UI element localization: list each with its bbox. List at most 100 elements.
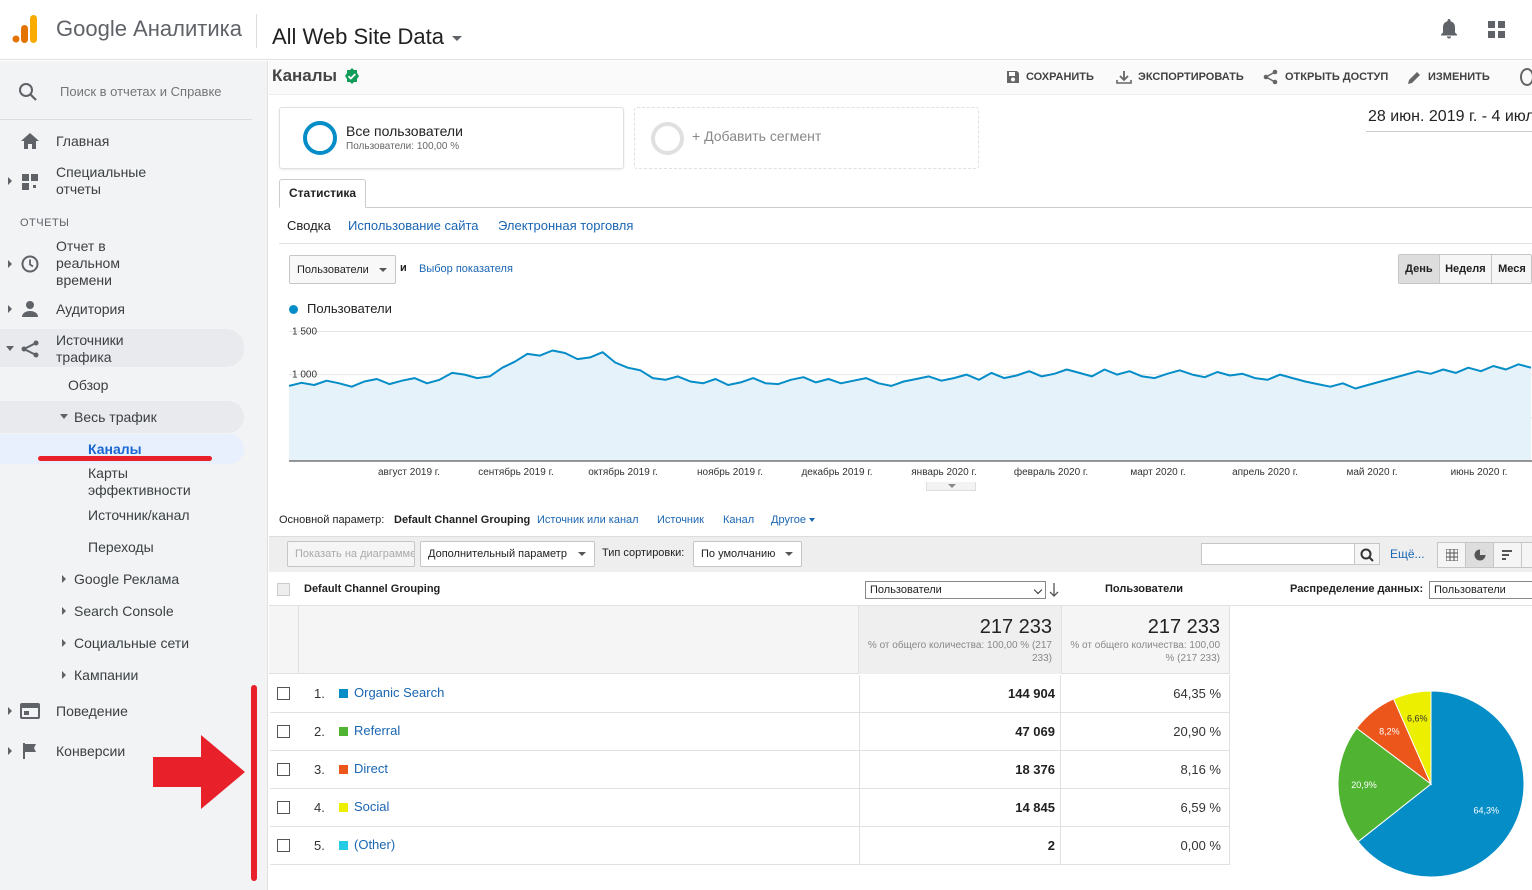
collapse-arrow-icon[interactable]: [6, 346, 14, 351]
search-icon[interactable]: [1354, 543, 1380, 565]
bell-icon[interactable]: [1439, 18, 1459, 40]
sidebar-item-social[interactable]: Социальные сети: [74, 635, 190, 651]
secondary-dimension-label: Дополнительный параметр: [428, 548, 567, 560]
share-icon: [1263, 69, 1278, 85]
y-tick-label: 1 500: [292, 326, 317, 337]
expand-arrow-icon[interactable]: [8, 747, 12, 755]
table-row: 5. (Other) 2 0,00 %: [270, 827, 1230, 865]
account-selector[interactable]: All Web Site Data: [272, 24, 463, 50]
table-row: 1. Organic Search 144 904 64,35 %: [270, 675, 1230, 713]
sidebar-item-source-medium[interactable]: Источник/канал: [88, 507, 190, 523]
expand-arrow-icon[interactable]: [8, 177, 12, 185]
collapse-arrow-icon[interactable]: [60, 414, 68, 419]
select-all-checkbox[interactable]: [277, 583, 290, 596]
granularity-month[interactable]: Меся: [1492, 255, 1531, 283]
sidebar-item-referrals[interactable]: Переходы: [88, 539, 154, 555]
person-icon: [20, 299, 40, 319]
sidebar-item-search-console[interactable]: Search Console: [74, 603, 174, 619]
table-filter-input[interactable]: [1201, 543, 1355, 565]
add-segment-button[interactable]: + Добавить сегмент: [634, 107, 979, 169]
select-metric-link[interactable]: Выбор показателя: [419, 263, 513, 275]
chevron-down-icon: [379, 267, 387, 272]
sidebar-item-channels[interactable]: Каналы: [88, 441, 142, 457]
segment-name: Все пользователи: [346, 123, 463, 139]
row-checkbox[interactable]: [277, 839, 290, 852]
row-checkbox[interactable]: [277, 801, 290, 814]
search-icon[interactable]: [18, 82, 38, 102]
pie-slice[interactable]: [1337, 727, 1432, 843]
dimension-other[interactable]: Другое: [771, 514, 806, 526]
share-button[interactable]: ОТКРЫТЬ ДОСТУП: [1263, 66, 1388, 88]
insights-icon[interactable]: [1520, 68, 1532, 86]
row-channel-link[interactable]: (Other): [354, 837, 396, 852]
expand-arrow-icon[interactable]: [62, 671, 66, 679]
analytics-logo-icon[interactable]: [12, 14, 38, 44]
date-range-picker[interactable]: 28 июн. 2019 г. - 4 июл: [1366, 108, 1532, 132]
table-row: 3. Direct 18 376 8,16 %: [270, 751, 1230, 789]
subtab-ecommerce[interactable]: Электронная торговля: [498, 218, 634, 233]
expand-arrow-icon[interactable]: [8, 260, 12, 268]
dimension-source[interactable]: Источник: [657, 514, 704, 526]
sidebar-item-audience[interactable]: Аудитория: [56, 301, 125, 317]
sidebar-item-acquisition[interactable]: Источники трафика: [56, 332, 124, 365]
row-channel-link[interactable]: Organic Search: [354, 685, 445, 700]
expand-arrow-icon[interactable]: [8, 305, 12, 313]
pie-slice[interactable]: [1357, 690, 1525, 878]
sidebar-item-google-ads[interactable]: Google Реклама: [74, 571, 180, 587]
pie-view-icon[interactable]: [1466, 543, 1494, 567]
expand-arrow-icon[interactable]: [62, 607, 66, 615]
row-checkbox[interactable]: [277, 687, 290, 700]
performance-view-icon[interactable]: [1494, 543, 1522, 567]
metric-select[interactable]: Пользователи: [289, 255, 396, 284]
row-color-swatch: [339, 803, 348, 812]
distribution-select[interactable]: Пользователи: [1429, 581, 1532, 599]
search-input[interactable]: [54, 78, 230, 104]
sidebar-item-behavior[interactable]: Поведение: [56, 703, 128, 719]
granularity-day[interactable]: День: [1399, 255, 1440, 283]
expand-arrow-icon[interactable]: [8, 707, 12, 715]
row-checkbox[interactable]: [277, 725, 290, 738]
subtab-summary[interactable]: Сводка: [287, 218, 331, 233]
advanced-filter-link[interactable]: Ещё...: [1390, 547, 1425, 561]
row-channel-link[interactable]: Social: [354, 799, 390, 814]
pie-slice[interactable]: [1392, 690, 1432, 785]
total-users-value: 217 233: [979, 616, 1052, 638]
edit-button[interactable]: ИЗМЕНИТЬ: [1407, 66, 1490, 88]
row-channel-link[interactable]: Direct: [354, 761, 388, 776]
tabs-baseline: [279, 207, 1532, 208]
save-button[interactable]: СОХРАНИТЬ: [1006, 66, 1094, 88]
chevron-down-icon: [578, 552, 586, 556]
row-checkbox[interactable]: [277, 763, 290, 776]
pie-chart[interactable]: 64,3% 20,9% 8,2% 6,6%: [1330, 683, 1532, 885]
sidebar-item-overview[interactable]: Обзор: [68, 377, 109, 393]
sidebar-item-realtime[interactable]: Отчет в реальном времени: [56, 238, 120, 288]
segment-subtitle: Пользователи: 100,00 %: [346, 141, 460, 152]
chevron-down-icon: [1033, 585, 1043, 595]
sidebar-item-campaigns[interactable]: Кампании: [74, 667, 139, 683]
sidebar-item-custom-reports[interactable]: Специальные отчеты: [56, 164, 147, 197]
subtab-site-usage[interactable]: Использование сайта: [348, 218, 479, 233]
sort-type-select[interactable]: По умолчанию: [693, 541, 802, 567]
dimension-medium[interactable]: Канал: [723, 514, 755, 526]
sidebar-item-treemaps[interactable]: Карты эффективности: [88, 465, 191, 498]
metric-column-select[interactable]: Пользователи: [865, 581, 1046, 599]
granularity-week[interactable]: Неделя: [1439, 255, 1493, 283]
secondary-dimension-select[interactable]: Дополнительный параметр: [420, 541, 595, 567]
dimension-column-header[interactable]: Default Channel Grouping: [304, 583, 441, 595]
sidebar-item-home[interactable]: Главная: [56, 133, 110, 149]
expand-arrow-icon[interactable]: [62, 639, 66, 647]
segment-all-users[interactable]: Все пользователи Пользователи: 100,00 %: [279, 107, 624, 169]
apps-grid-icon[interactable]: [1488, 21, 1506, 39]
sidebar-item-conversions[interactable]: Конверсии: [56, 743, 126, 759]
expand-arrow-icon[interactable]: [62, 575, 66, 583]
sidebar-item-all-traffic[interactable]: Весь трафик: [74, 409, 157, 425]
top-bar: [0, 0, 1532, 60]
sort-arrow-icon[interactable]: [1049, 582, 1059, 598]
row-channel-link[interactable]: Referral: [354, 723, 401, 738]
table-view-icon[interactable]: [1438, 543, 1466, 567]
tab-explorer[interactable]: Статистика: [279, 179, 367, 208]
chart-resize-handle[interactable]: [926, 482, 976, 491]
dimension-source-medium[interactable]: Источник или канал: [537, 514, 639, 526]
export-button[interactable]: ЭКСПОРТИРОВАТЬ: [1116, 66, 1244, 88]
